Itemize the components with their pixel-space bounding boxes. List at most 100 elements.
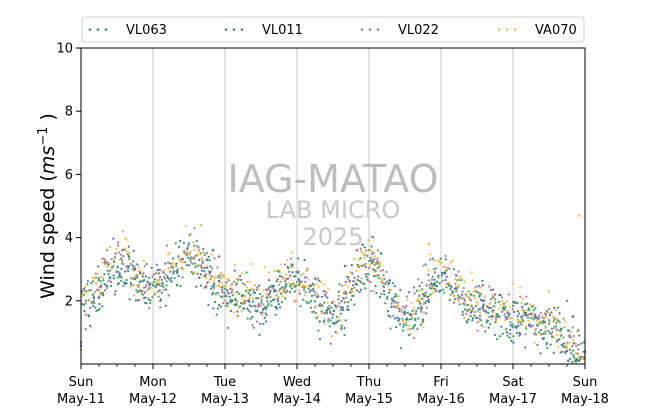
point-VL063 — [414, 323, 417, 326]
point-VA070 — [196, 253, 200, 256]
point-VL011 — [97, 265, 100, 268]
point-VA070 — [476, 302, 479, 306]
point-VL063 — [344, 319, 347, 322]
point-VL011 — [279, 306, 282, 309]
x-tick-date-4: May-15 — [345, 392, 393, 407]
point-VA070 — [108, 262, 111, 266]
point-VL022 — [104, 259, 107, 262]
point-VA070 — [231, 290, 234, 293]
point-VL022 — [204, 272, 207, 276]
point-VL011 — [332, 309, 335, 313]
point-VL063 — [90, 282, 93, 285]
point-VA070 — [574, 342, 577, 345]
point-VL063 — [306, 302, 309, 305]
point-VL063 — [194, 265, 197, 268]
point-VL063 — [219, 305, 222, 308]
point-VA070 — [485, 306, 488, 309]
point-VL011 — [475, 316, 478, 319]
point-VL011 — [470, 311, 473, 314]
point-VL063 — [444, 258, 447, 261]
point-VL011 — [284, 280, 287, 283]
point-VL022 — [267, 287, 270, 290]
point-VL063 — [500, 325, 503, 328]
point-VL022 — [157, 295, 160, 298]
point-VA070 — [553, 336, 556, 339]
point-VL063 — [297, 271, 300, 274]
sample-point-VA070 — [577, 214, 581, 217]
point-VA070 — [556, 320, 559, 323]
point-VL011 — [141, 275, 144, 278]
point-VL063 — [414, 312, 417, 315]
point-VA070 — [415, 299, 418, 303]
point-VL063 — [399, 347, 403, 350]
point-VA070 — [135, 284, 138, 287]
point-VA070 — [548, 312, 551, 315]
point-VL022 — [205, 284, 208, 288]
point-VL063 — [469, 299, 472, 302]
point-VL063 — [421, 288, 424, 291]
point-VL063 — [532, 318, 535, 321]
point-VL063 — [331, 316, 334, 319]
point-VL063 — [153, 278, 157, 281]
point-VL011 — [134, 278, 137, 281]
point-VL011 — [261, 308, 264, 311]
point-VL011 — [390, 305, 393, 308]
point-VL063 — [484, 330, 487, 333]
point-VL063 — [508, 336, 511, 339]
point-VL022 — [221, 288, 224, 292]
point-VA070 — [542, 317, 546, 320]
sample-point-VL022 — [355, 248, 359, 252]
point-VL011 — [165, 288, 168, 291]
point-VL063 — [145, 262, 148, 266]
point-VA070 — [149, 288, 152, 291]
point-VL063 — [477, 309, 480, 312]
point-VL011 — [172, 272, 175, 275]
sample-point-VA070 — [121, 230, 125, 233]
point-VA070 — [574, 352, 578, 355]
point-VL011 — [421, 297, 424, 300]
point-VL011 — [140, 289, 143, 292]
point-VL063 — [458, 303, 461, 306]
point-VL011 — [298, 279, 301, 282]
y-axis: 2 4 6 8 10 — [56, 42, 81, 309]
point-VL011 — [414, 318, 417, 322]
point-VA070 — [136, 273, 139, 276]
point-VL063 — [288, 290, 291, 294]
point-VA070 — [381, 281, 384, 284]
point-VL011 — [398, 317, 401, 320]
point-VL022 — [117, 251, 121, 254]
point-VL063 — [525, 327, 528, 330]
legend-marker — [96, 28, 100, 31]
point-VL011 — [347, 308, 350, 312]
point-VL011 — [313, 290, 316, 293]
point-VA070 — [408, 324, 411, 327]
point-VA070 — [572, 338, 575, 341]
point-VL011 — [203, 253, 206, 256]
point-VL063 — [235, 302, 238, 305]
point-VA070 — [209, 275, 212, 278]
point-VL063 — [395, 295, 398, 298]
point-VL011 — [399, 323, 402, 326]
point-VL011 — [409, 312, 412, 316]
point-VA070 — [221, 282, 224, 285]
point-VA070 — [347, 285, 350, 288]
point-VL022 — [562, 336, 565, 339]
point-VL011 — [98, 302, 101, 306]
point-VL063 — [378, 265, 381, 268]
point-VL011 — [369, 259, 372, 262]
point-VA070 — [483, 325, 486, 329]
point-VL063 — [464, 308, 467, 311]
point-VL022 — [231, 282, 234, 286]
point-VL063 — [144, 275, 148, 278]
point-VA070 — [520, 322, 523, 325]
point-VL063 — [364, 273, 367, 276]
point-VL063 — [438, 282, 441, 285]
vertical-gridlines — [152, 48, 514, 364]
point-VA070 — [173, 262, 177, 266]
point-VL063 — [214, 292, 217, 296]
point-VL022 — [107, 279, 110, 282]
point-VL011 — [284, 285, 287, 288]
point-VA070 — [312, 284, 315, 288]
sample-point-VL063 — [127, 255, 131, 258]
point-VL022 — [413, 292, 416, 295]
